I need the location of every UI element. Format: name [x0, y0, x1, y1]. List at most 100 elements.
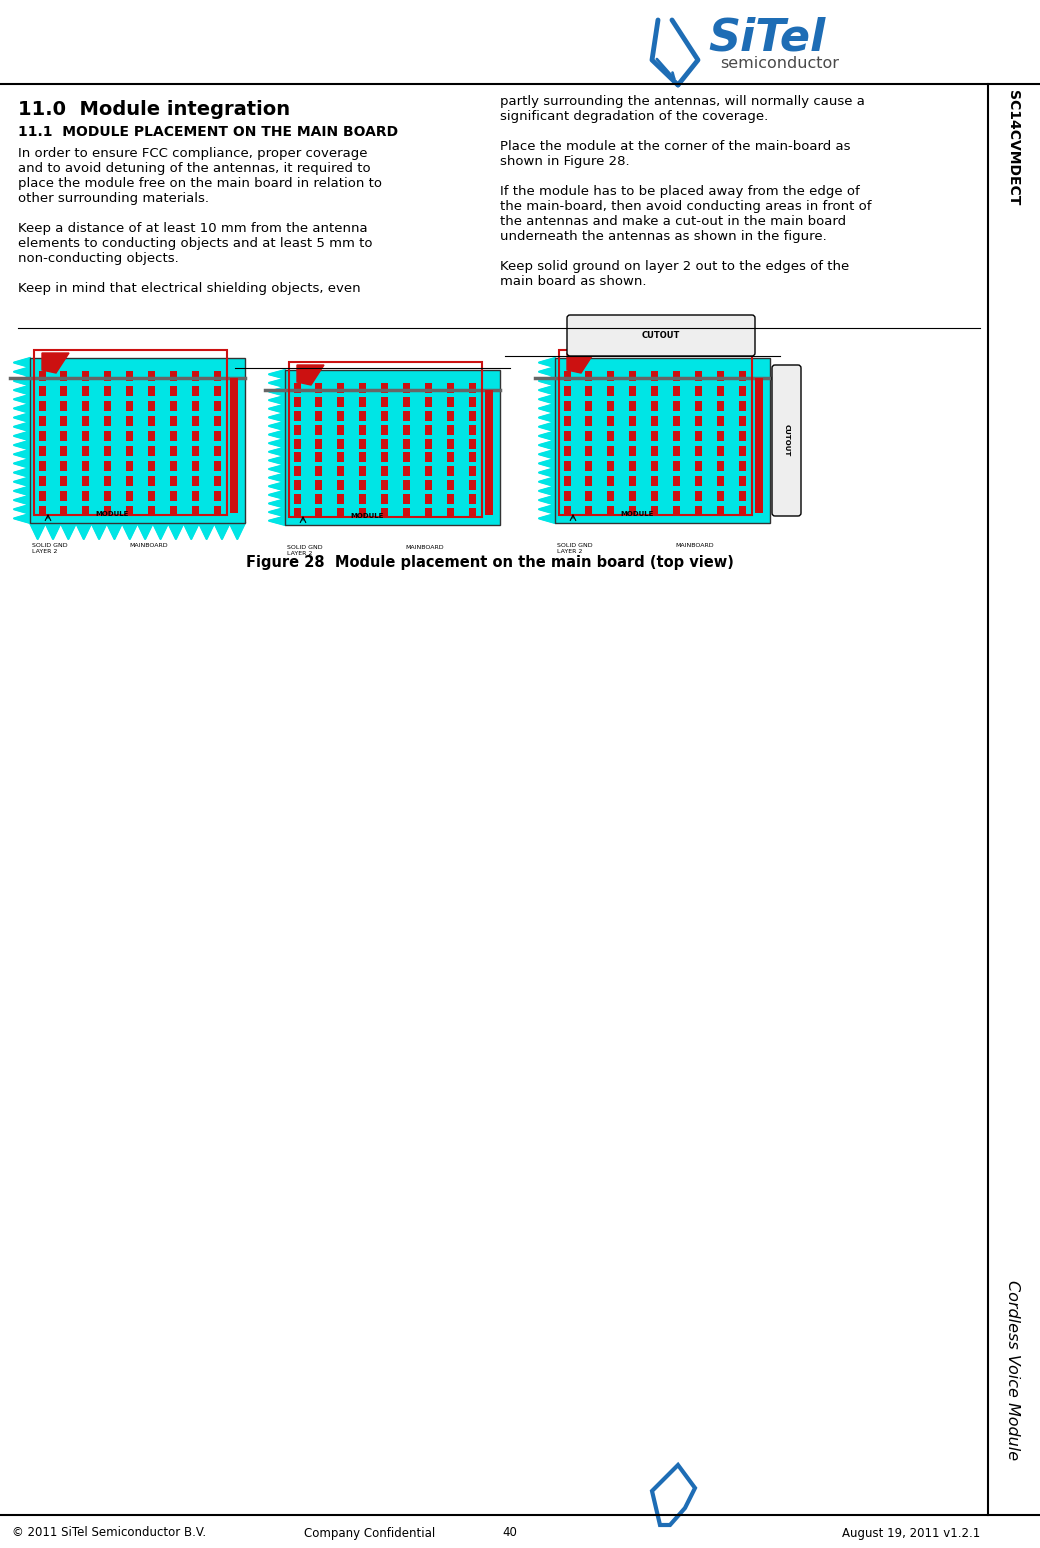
Bar: [170, 506, 177, 515]
Bar: [38, 461, 46, 471]
Bar: [191, 491, 199, 502]
Bar: [586, 385, 593, 396]
Bar: [148, 506, 155, 515]
Bar: [564, 401, 571, 412]
Bar: [359, 452, 366, 463]
Bar: [717, 446, 724, 457]
Bar: [293, 508, 301, 519]
Bar: [446, 508, 453, 519]
Bar: [424, 494, 432, 505]
Bar: [60, 461, 68, 471]
Polygon shape: [30, 523, 245, 539]
Bar: [82, 372, 89, 381]
Bar: [564, 430, 571, 441]
Bar: [60, 506, 68, 515]
Bar: [289, 362, 482, 517]
Text: SC14CVMDECT: SC14CVMDECT: [1006, 90, 1020, 206]
Bar: [673, 416, 680, 426]
Bar: [82, 506, 89, 515]
Bar: [555, 358, 770, 523]
Text: Company Confidential: Company Confidential: [305, 1526, 436, 1540]
Bar: [629, 446, 636, 457]
Bar: [717, 491, 724, 502]
Bar: [402, 452, 410, 463]
Bar: [30, 358, 245, 523]
Bar: [717, 475, 724, 486]
Bar: [629, 430, 636, 441]
Text: Cordless Voice Module: Cordless Voice Module: [1006, 1280, 1020, 1460]
Bar: [359, 396, 366, 407]
Bar: [337, 494, 344, 505]
Bar: [629, 506, 636, 515]
Bar: [607, 401, 615, 412]
Bar: [170, 401, 177, 412]
Bar: [148, 416, 155, 426]
Bar: [104, 461, 111, 471]
Bar: [629, 416, 636, 426]
Bar: [38, 416, 46, 426]
Bar: [213, 430, 220, 441]
Polygon shape: [14, 358, 30, 523]
Bar: [564, 506, 571, 515]
Bar: [104, 401, 111, 412]
Bar: [148, 491, 155, 502]
Text: the antennas and make a cut-out in the main board: the antennas and make a cut-out in the m…: [500, 215, 847, 228]
Bar: [673, 506, 680, 515]
Bar: [738, 416, 746, 426]
Bar: [293, 494, 301, 505]
Bar: [315, 438, 322, 449]
Bar: [337, 438, 344, 449]
Bar: [695, 506, 702, 515]
Bar: [738, 461, 746, 471]
Bar: [607, 416, 615, 426]
Bar: [402, 424, 410, 435]
Bar: [564, 461, 571, 471]
Bar: [424, 382, 432, 393]
Text: SOLID GND
LAYER 2: SOLID GND LAYER 2: [557, 543, 593, 554]
Bar: [424, 410, 432, 421]
Bar: [30, 358, 245, 523]
Bar: [607, 385, 615, 396]
Bar: [560, 350, 752, 515]
Bar: [586, 446, 593, 457]
Bar: [191, 416, 199, 426]
Bar: [468, 466, 475, 477]
Bar: [82, 446, 89, 457]
Bar: [82, 385, 89, 396]
Bar: [564, 475, 571, 486]
Bar: [381, 508, 388, 519]
Bar: [468, 452, 475, 463]
Text: the main-board, then avoid conducting areas in front of: the main-board, then avoid conducting ar…: [500, 200, 872, 214]
Bar: [191, 446, 199, 457]
Bar: [651, 372, 658, 381]
Bar: [337, 396, 344, 407]
Bar: [738, 430, 746, 441]
Bar: [738, 385, 746, 396]
Bar: [148, 401, 155, 412]
Bar: [673, 446, 680, 457]
Text: SOLID GND
LAYER 2: SOLID GND LAYER 2: [32, 543, 68, 554]
Bar: [629, 491, 636, 502]
Text: CUTOUT: CUTOUT: [783, 424, 789, 457]
Bar: [337, 424, 344, 435]
Text: Figure 28  Module placement on the main board (top view): Figure 28 Module placement on the main b…: [246, 556, 734, 570]
Bar: [738, 372, 746, 381]
Text: SOLID GND
LAYER 2: SOLID GND LAYER 2: [287, 545, 322, 556]
Bar: [717, 416, 724, 426]
Bar: [402, 466, 410, 477]
Bar: [446, 452, 453, 463]
Bar: [82, 416, 89, 426]
Text: 11.1  MODULE PLACEMENT ON THE MAIN BOARD: 11.1 MODULE PLACEMENT ON THE MAIN BOARD: [18, 125, 398, 139]
Bar: [446, 494, 453, 505]
Text: © 2011 SiTel Semiconductor B.V.: © 2011 SiTel Semiconductor B.V.: [12, 1526, 206, 1540]
Bar: [446, 438, 453, 449]
Bar: [60, 446, 68, 457]
Bar: [673, 372, 680, 381]
Bar: [315, 466, 322, 477]
Bar: [359, 466, 366, 477]
Polygon shape: [567, 353, 594, 373]
Bar: [38, 506, 46, 515]
Bar: [446, 466, 453, 477]
Bar: [717, 401, 724, 412]
Bar: [38, 430, 46, 441]
